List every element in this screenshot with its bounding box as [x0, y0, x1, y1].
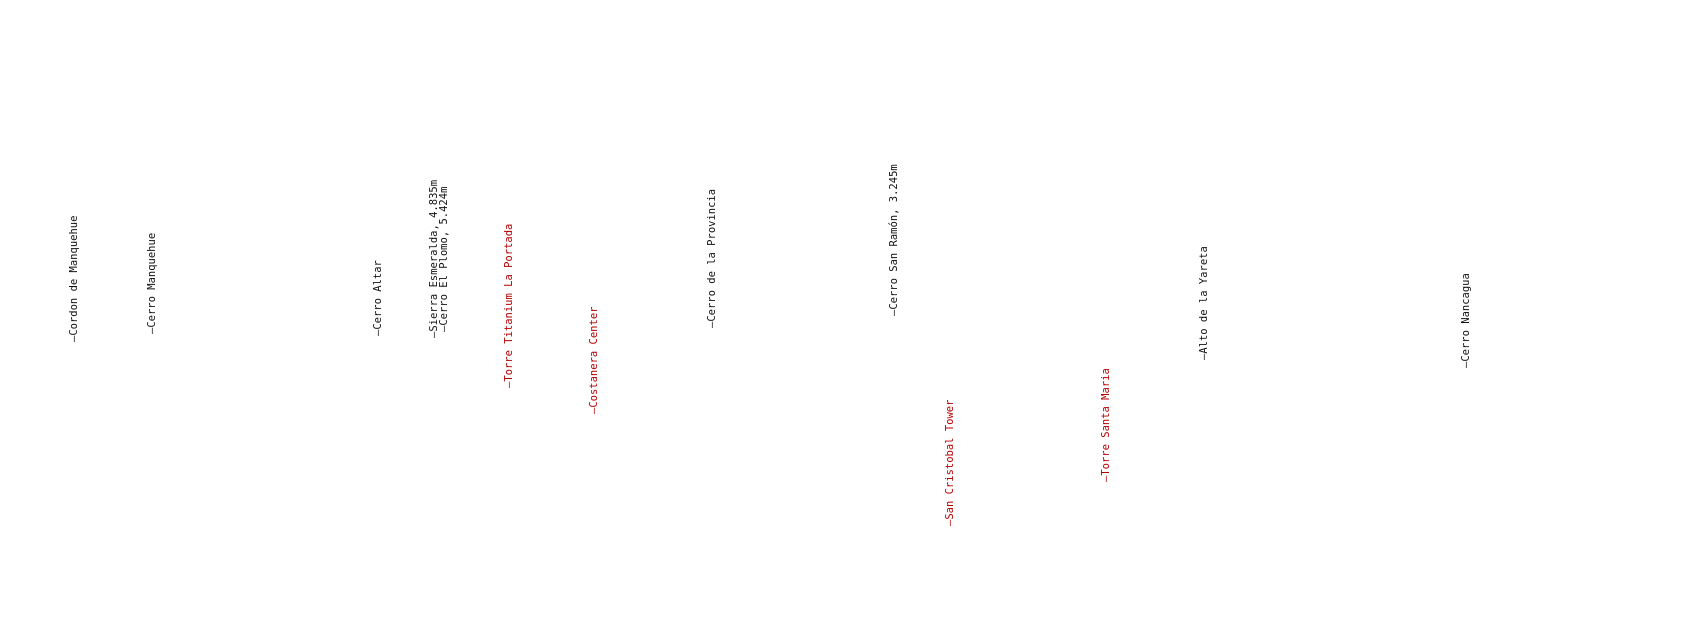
- label-torre-titanium: —Torre Titanium La Portada: [503, 223, 515, 388]
- label-costanera-center: —Costanera Center: [588, 306, 600, 414]
- label-cerro-san-ramon: —Cerro San Ramón, 3.245m: [888, 164, 900, 316]
- label-torre-santa-maria: —Torre Santa Maria: [1100, 368, 1112, 482]
- label-san-cristobal-tower: —San Cristobal Tower: [944, 399, 956, 526]
- label-cerro-altar: —Cerro Altar: [372, 260, 384, 336]
- label-alto-de-la-yareta: —Alto de la Yareta: [1198, 246, 1210, 360]
- label-cerro-nancagua: —Cerro Nancagua: [1460, 273, 1472, 368]
- label-cerro-de-la-provincia: —Cerro de la Provincia: [706, 188, 718, 328]
- label-cerro-manquehue: —Cerro Manquehue: [146, 232, 158, 334]
- label-cordon-de-manquehue: —Cordon de Manquehue: [68, 215, 80, 342]
- label-cerro-el-plomo: —Cerro El Plomo, 5.424m: [438, 186, 450, 332]
